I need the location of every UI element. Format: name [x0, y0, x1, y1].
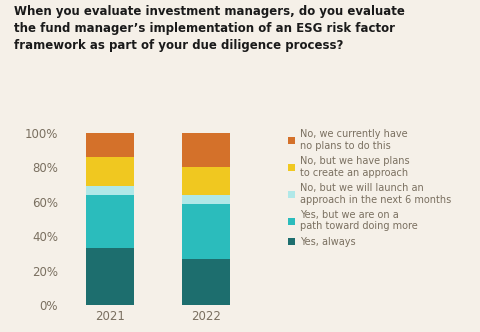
Bar — [182, 167, 230, 195]
Bar — [182, 204, 230, 259]
Bar — [86, 133, 134, 157]
Bar — [86, 186, 134, 195]
Text: When you evaluate investment managers, do you evaluate
the fund manager’s implem: When you evaluate investment managers, d… — [14, 5, 405, 52]
Bar — [182, 195, 230, 204]
Bar — [86, 195, 134, 248]
Bar — [86, 248, 134, 305]
Bar — [182, 133, 230, 167]
Bar — [86, 157, 134, 186]
Bar — [182, 259, 230, 305]
Legend: No, we currently have
no plans to do this, No, but we have plans
to create an ap: No, we currently have no plans to do thi… — [288, 129, 452, 247]
